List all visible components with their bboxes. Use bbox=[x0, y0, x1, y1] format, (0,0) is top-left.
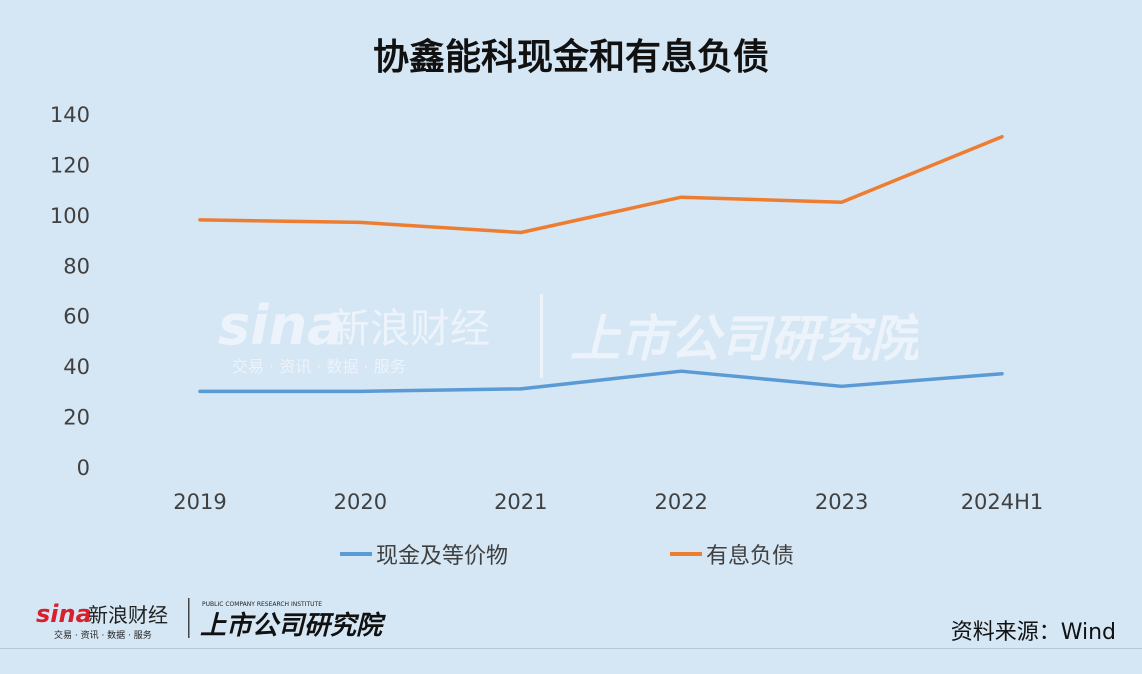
logo-sina: sina bbox=[36, 600, 92, 628]
legend-swatch-debt bbox=[670, 552, 702, 556]
debt-point bbox=[1000, 135, 1004, 139]
series-lines bbox=[198, 134, 1004, 394]
cash-point bbox=[358, 389, 362, 393]
x-axis: 2019 2020 2021 2022 2023 2024H1 bbox=[173, 490, 1043, 514]
x-tick-label: 2022 bbox=[654, 490, 707, 514]
source-note: 资料来源：Wind bbox=[950, 620, 1116, 645]
watermark-institute: 上市公司研究院 bbox=[570, 310, 918, 368]
legend-item-debt: 有息负债 bbox=[670, 538, 794, 570]
x-tick-label: 2024H1 bbox=[961, 490, 1044, 514]
debt-point bbox=[519, 231, 523, 235]
debt-point bbox=[840, 200, 844, 204]
watermark-services: 交易 · 资讯 · 数据 · 服务 bbox=[232, 357, 406, 376]
cash-point bbox=[198, 389, 202, 393]
y-tick-label: 40 bbox=[63, 355, 90, 379]
legend-item-cash: 现金及等价物 bbox=[340, 538, 508, 570]
chart-title: 协鑫能科现金和有息负债 bbox=[372, 37, 769, 78]
watermark-sina: sina bbox=[218, 294, 344, 357]
watermark-cn-name: 新浪财经 bbox=[330, 306, 490, 352]
y-tick-label: 140 bbox=[50, 103, 90, 127]
cash-point bbox=[679, 369, 683, 373]
y-tick-label: 120 bbox=[50, 153, 90, 177]
debt-point bbox=[679, 195, 683, 199]
legend-label-debt: 有息负债 bbox=[706, 544, 795, 569]
cash-point bbox=[519, 387, 523, 391]
legend-label-cash: 现金及等价物 bbox=[376, 544, 509, 569]
cash-point bbox=[840, 384, 844, 388]
logo-services: 交易 · 资讯 · 数据 · 服务 bbox=[54, 629, 152, 641]
debt-point bbox=[198, 218, 202, 222]
cash-point bbox=[1000, 372, 1004, 376]
logo-institute-en: PUBLIC COMPANY RESEARCH INSTITUTE bbox=[202, 601, 322, 608]
x-tick-label: 2021 bbox=[494, 490, 547, 514]
y-tick-label: 80 bbox=[63, 254, 90, 278]
x-tick-label: 2020 bbox=[334, 490, 387, 514]
footer-divider bbox=[0, 648, 1142, 649]
y-tick-label: 0 bbox=[77, 456, 90, 480]
logo-institute: 上市公司研究院 bbox=[200, 611, 386, 641]
legend-swatch-cash bbox=[340, 552, 372, 556]
y-tick-label: 100 bbox=[50, 204, 90, 228]
x-tick-label: 2023 bbox=[815, 490, 868, 514]
sina-logo: sina 新浪财经 交易 · 资讯 · 数据 · 服务 PUBLIC COMPA… bbox=[36, 594, 416, 648]
legend: 现金及等价物 有息负债 bbox=[0, 538, 1142, 570]
x-tick-label: 2019 bbox=[173, 490, 226, 514]
series-line-debt bbox=[198, 134, 1004, 235]
sina-watermark: sina 新浪财经 交易 · 资讯 · 数据 · 服务 上市公司研究院 bbox=[218, 294, 918, 378]
debt-point bbox=[358, 220, 362, 224]
y-axis: 0 20 40 60 80 100 120 140 bbox=[50, 103, 90, 480]
y-tick-label: 60 bbox=[63, 305, 90, 329]
y-tick-label: 20 bbox=[63, 406, 90, 430]
series-line-cash bbox=[198, 369, 1004, 394]
logo-cn-name: 新浪财经 bbox=[88, 603, 168, 627]
